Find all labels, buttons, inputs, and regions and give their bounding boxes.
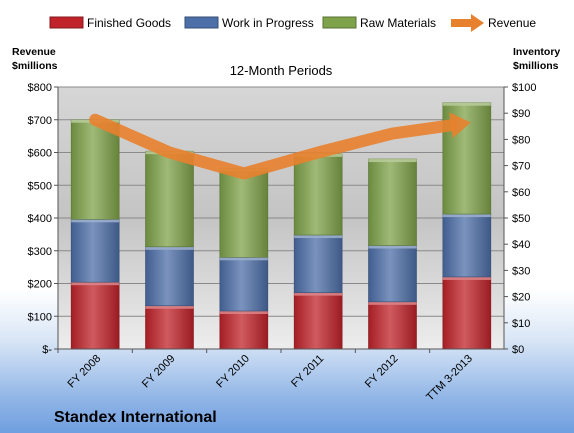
bar-work-in-progress: [145, 246, 194, 307]
left-tick-label: $100: [28, 311, 52, 323]
bar-cap: [294, 235, 343, 239]
left-tick-label: $-: [42, 344, 52, 356]
left-tick-label: $800: [28, 82, 52, 94]
legend-label: Revenue: [488, 16, 536, 30]
legend-swatch: [322, 16, 357, 29]
bar-raw-materials: [70, 119, 120, 220]
left-axis-title-line2: $millions: [12, 60, 58, 72]
legend-swatch: [184, 16, 219, 29]
x-tick-label: FY 2009: [140, 353, 178, 391]
bar-work-in-progress: [442, 213, 492, 278]
legend-swatch: [49, 16, 84, 29]
left-tick-label: $500: [28, 180, 52, 192]
left-tick-label: $200: [28, 279, 52, 291]
right-tick-label: $40: [512, 239, 530, 251]
right-tick-label: $30: [512, 265, 530, 277]
bar-finished-goods: [145, 305, 194, 350]
x-tick-label: FY 2011: [289, 353, 326, 390]
right-tick-label: $70: [512, 161, 530, 173]
bar-cap: [294, 292, 343, 296]
legend-label: Raw Materials: [360, 16, 436, 30]
right-tick-label: $50: [512, 213, 530, 225]
x-tick-label: FY 2010: [214, 353, 252, 391]
left-tick-label: $600: [28, 148, 52, 160]
chart-subtitle: 12-Month Periods: [230, 63, 333, 78]
right-tick-label: $0: [512, 344, 524, 356]
x-tick-label: TTM 3-2013: [424, 353, 475, 404]
bar-cap: [219, 311, 268, 315]
right-tick-label: $100: [512, 82, 536, 94]
bar-raw-materials: [145, 150, 194, 248]
bar-finished-goods: [219, 310, 269, 350]
bar-raw-materials: [368, 158, 417, 246]
left-tick-label: $700: [28, 115, 52, 127]
bar-cap: [219, 257, 268, 261]
right-axis-title-line1: Inventory: [513, 46, 560, 58]
bar-finished-goods: [293, 292, 343, 350]
bar-finished-goods: [442, 276, 492, 350]
bar-raw-materials: [293, 153, 343, 236]
revenue-arrowhead: [449, 112, 471, 139]
left-axis-title-line1: Revenue: [12, 46, 56, 58]
right-tick-label: $10: [512, 318, 530, 330]
bar-cap: [442, 102, 491, 106]
bar-cap: [368, 301, 417, 305]
bar-raw-materials: [219, 167, 269, 258]
bar-cap: [71, 219, 120, 223]
bar-cap: [71, 282, 120, 286]
bar-work-in-progress: [219, 256, 269, 312]
bar-work-in-progress: [293, 234, 343, 293]
right-tick-label: $90: [512, 108, 530, 120]
company-name: Standex International: [54, 409, 217, 426]
left-tick-label: $400: [28, 213, 52, 225]
x-tick-label: FY 2008: [66, 353, 104, 391]
revenue-line: [89, 113, 457, 180]
bar-work-in-progress: [368, 245, 417, 303]
bar-cap: [442, 214, 491, 218]
right-tick-label: $80: [512, 134, 530, 146]
legend-label: Work in Progress: [222, 16, 314, 30]
bar-cap: [368, 159, 417, 163]
bar-cap: [442, 276, 491, 280]
bar-finished-goods: [70, 281, 120, 350]
bar-cap: [145, 305, 194, 309]
bar-cap: [145, 246, 194, 250]
bar-work-in-progress: [70, 219, 120, 283]
legend-label: Finished Goods: [87, 16, 171, 30]
left-tick-label: $300: [28, 246, 52, 258]
bar-cap: [368, 245, 417, 249]
x-tick-label: FY 2012: [363, 353, 401, 391]
bar-finished-goods: [368, 301, 417, 350]
legend-swatch-arrow: [471, 14, 484, 32]
right-tick-label: $20: [512, 292, 530, 304]
right-axis-title-line2: $millions: [513, 60, 559, 72]
right-tick-label: $60: [512, 187, 530, 199]
